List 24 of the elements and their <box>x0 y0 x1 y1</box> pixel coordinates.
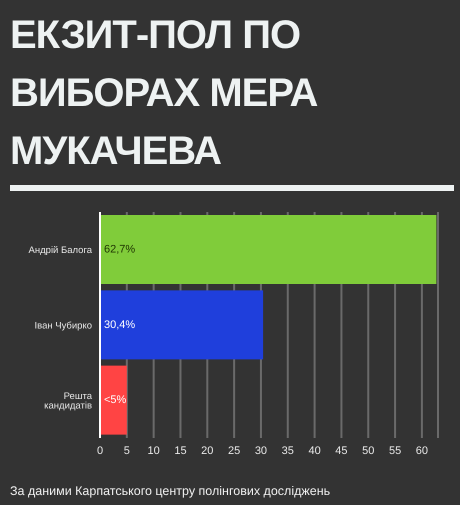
bar <box>100 366 127 435</box>
bar <box>100 290 264 360</box>
x-tick-label: 20 <box>201 444 214 457</box>
text: За даними Карпатського центру полінгових досліджень <box>10 484 330 498</box>
y-tick-label: Решта кандидатів <box>44 390 93 412</box>
x-tick-label: 60 <box>416 444 428 457</box>
x-tick-label: 40 <box>308 444 321 457</box>
x-tick-label: 55 <box>388 444 402 457</box>
x-tick-label: 35 <box>282 444 294 457</box>
chart-title: ЕКЗИТ-ПОЛ ПО ВИБОРАХ МЕРА МУКАЧЕВА <box>10 12 318 175</box>
y-tick-label: Іван Чубирко <box>34 320 92 332</box>
x-tick-label: 50 <box>362 444 374 457</box>
x-tick-label: 10 <box>148 444 160 457</box>
x-tick-label: 0 <box>96 444 104 457</box>
x-tick-label: 15 <box>174 444 187 457</box>
x-tick-label: 30 <box>254 444 268 457</box>
x-tick-label: 5 <box>124 444 130 457</box>
data-label: 62,7% <box>104 244 136 256</box>
x-tick-label: 45 <box>335 444 348 457</box>
data-label: 30,4% <box>104 318 136 331</box>
x-tick-label: 25 <box>228 444 240 457</box>
data-label: <5% <box>104 394 127 406</box>
y-tick-label: Андрій Балога <box>28 245 93 256</box>
bar <box>100 215 436 284</box>
